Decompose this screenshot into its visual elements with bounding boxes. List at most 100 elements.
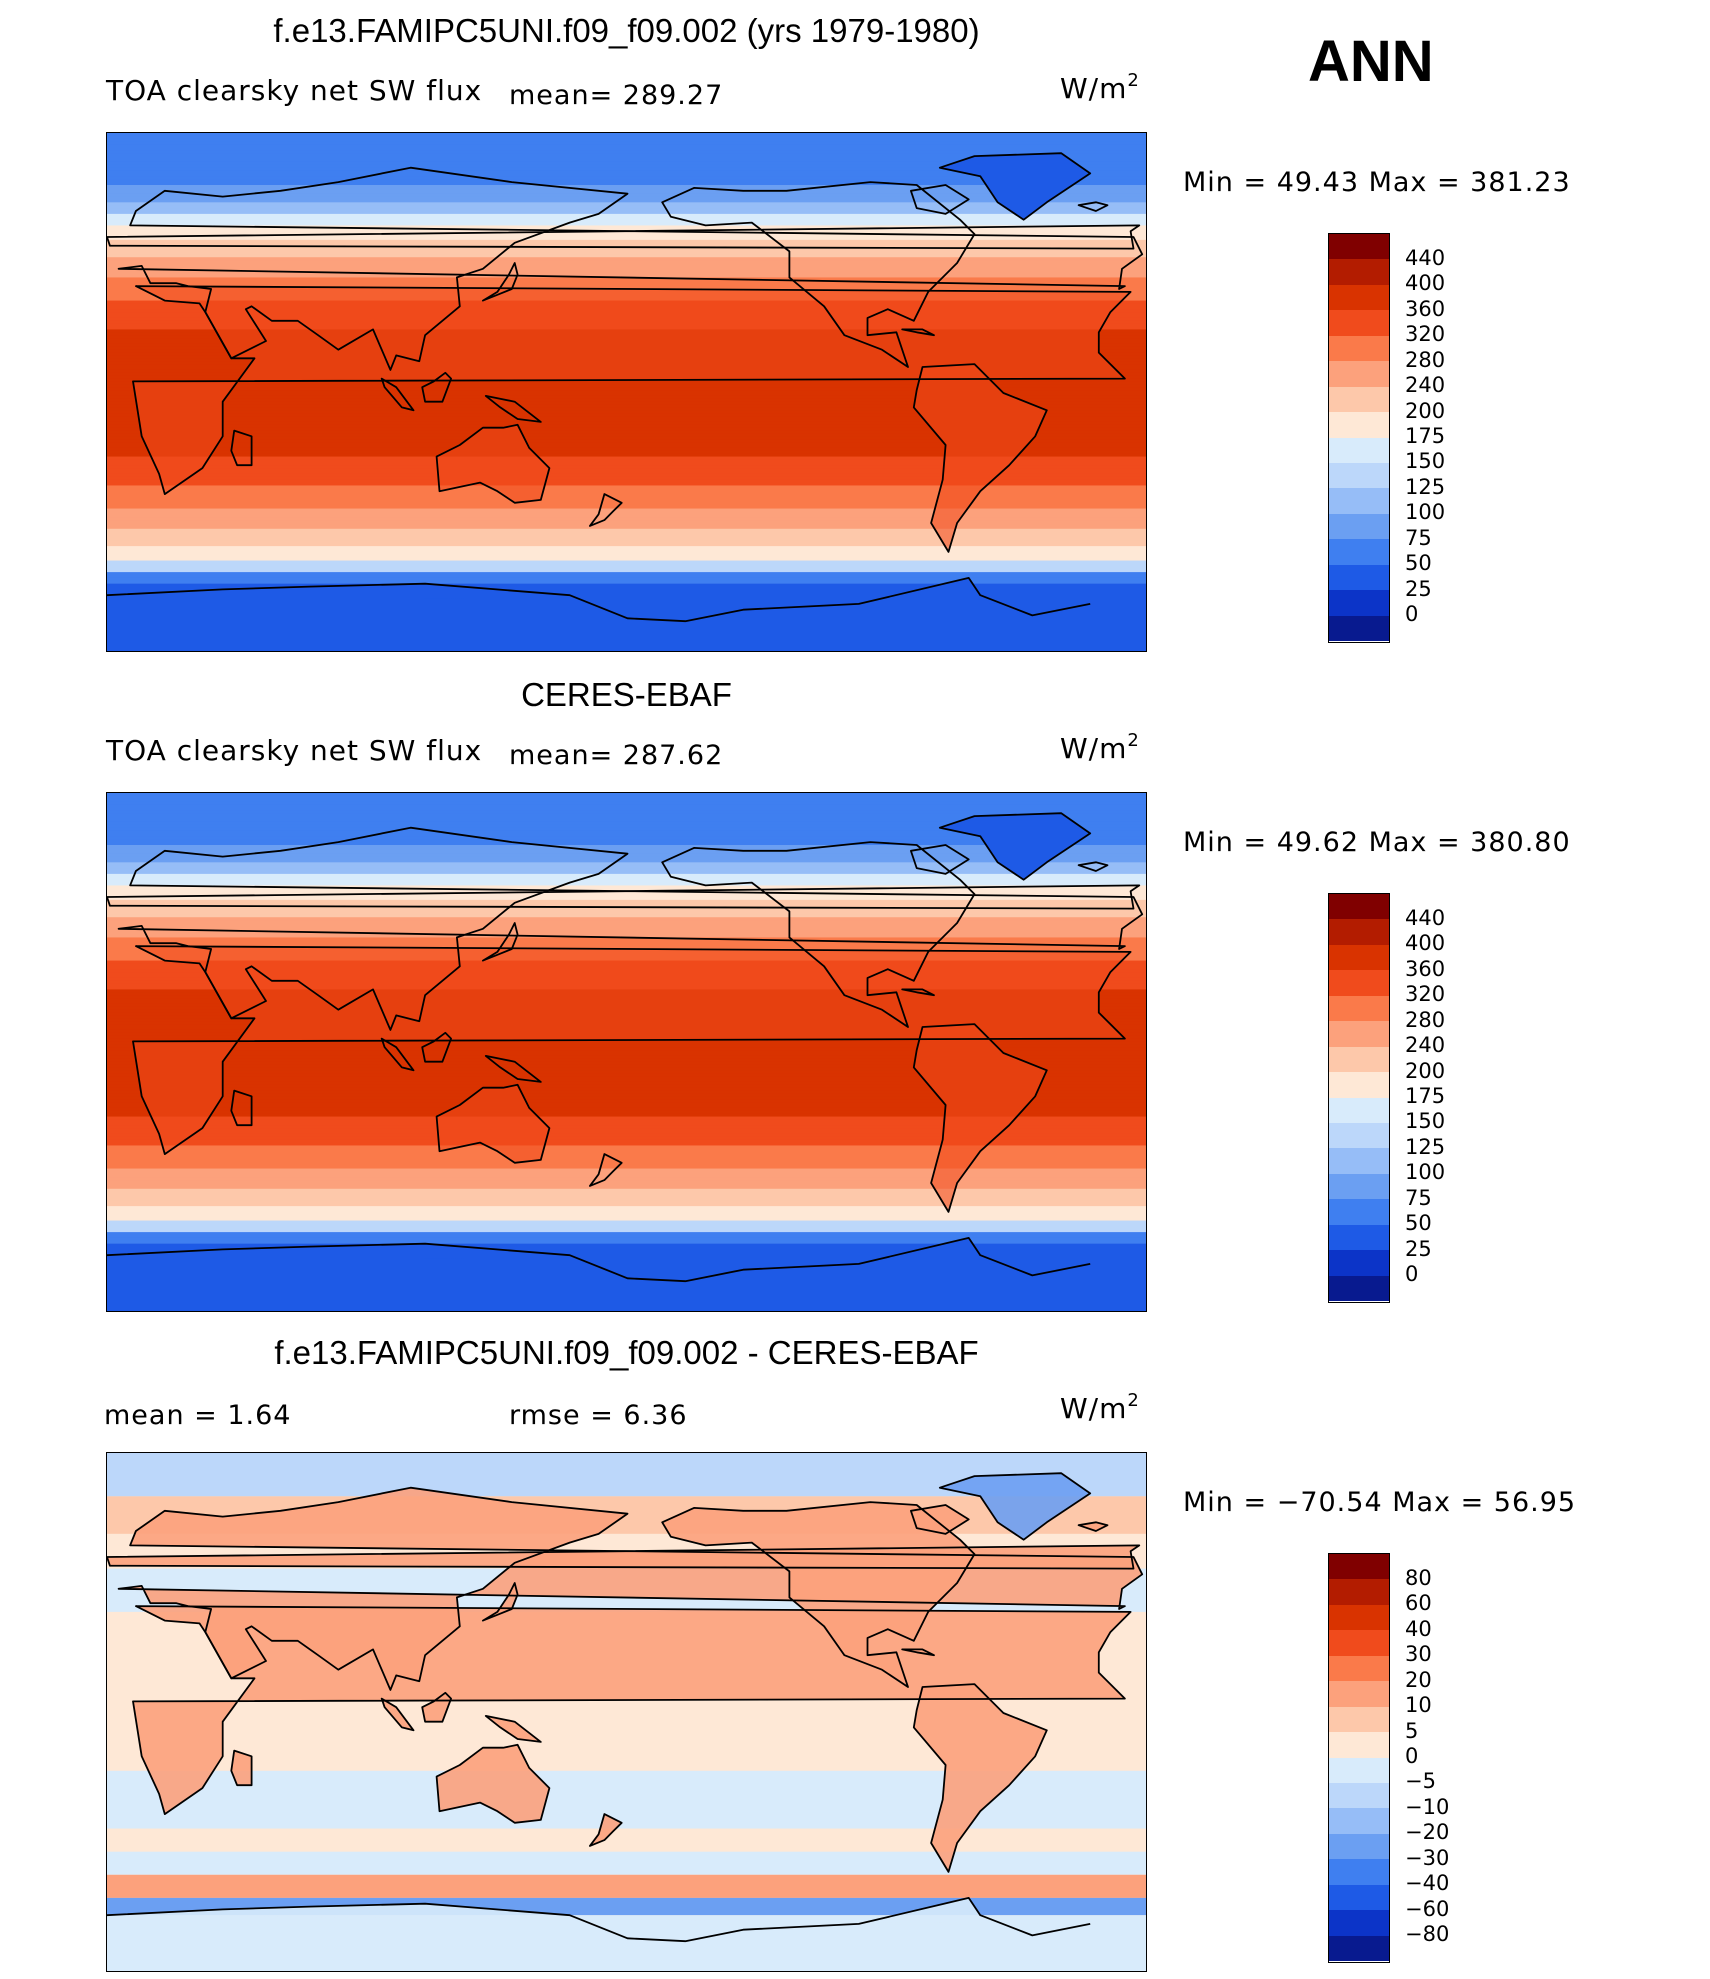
contour-band [107, 1159, 1146, 1164]
contour-band [107, 1044, 1146, 1048]
contour-band [107, 1203, 1146, 1207]
colorbar-swatch [1329, 1681, 1389, 1707]
contour-map [107, 133, 1146, 651]
colorbar-tick-label: 125 [1405, 1134, 1446, 1159]
coastline [482, 1582, 519, 1622]
contour-band [107, 182, 1146, 186]
contour-band [107, 211, 1146, 215]
colorbar-swatch [1329, 894, 1389, 920]
colorbar-tick-label: 175 [1405, 424, 1446, 448]
contour-band [107, 868, 1146, 872]
contour-band [107, 1047, 1146, 1051]
contour-band [107, 1105, 1146, 1109]
contour-band [107, 170, 1146, 175]
colorbar-tick-label: 60 [1405, 1591, 1432, 1616]
panel-title: CERES-EBAF [521, 676, 732, 713]
contour-band [107, 1087, 1146, 1092]
contour-band [107, 1237, 1146, 1242]
contour-band [107, 453, 1146, 458]
coastline [107, 577, 1091, 623]
contour-band [107, 135, 1146, 140]
contour-band [107, 566, 1146, 570]
coastline [901, 1648, 935, 1657]
panel-title: f.e13.FAMIPC5UNI.f09_f09.002 (yrs 1979-1… [273, 12, 980, 49]
colorbar-swatch [1329, 361, 1389, 387]
colorbar-tick-label: −30 [1405, 1845, 1450, 1870]
coastline [107, 1897, 1091, 1943]
contour-band [107, 839, 1146, 843]
land-region [381, 1698, 414, 1731]
colorbar-tick-label: 360 [1405, 956, 1446, 981]
contour-band [107, 1113, 1146, 1118]
contour-map [107, 793, 1146, 1311]
contour-band [107, 228, 1146, 232]
coastline [107, 884, 1141, 910]
colorbar-tick-label: 200 [1405, 1058, 1446, 1083]
coastline [435, 1743, 551, 1824]
contour-band [107, 632, 1146, 637]
contour-band [107, 821, 1146, 826]
contour-band [107, 1174, 1146, 1178]
contour-map [107, 1453, 1146, 1971]
colorbar-tick-label: −20 [1405, 1820, 1450, 1845]
contour-band [107, 404, 1146, 409]
contour-band [107, 847, 1146, 852]
contour-band [107, 551, 1146, 556]
contour-band [107, 807, 1146, 811]
contour-band [107, 934, 1146, 939]
contour-band [107, 793, 1146, 797]
contour-band [107, 1214, 1146, 1219]
contour-band [107, 1177, 1146, 1181]
coastline [107, 224, 1141, 250]
contour-band [107, 798, 1146, 803]
contour-band [107, 572, 1146, 576]
coastline [910, 1504, 970, 1535]
contour-band [107, 242, 1146, 247]
contour-band [107, 1851, 1146, 1875]
colorbar-tick-label: 320 [1405, 982, 1446, 1007]
contour-band [107, 187, 1146, 192]
colorbar-swatch [1329, 437, 1389, 463]
contour-band [107, 387, 1146, 391]
contour-band [107, 161, 1146, 166]
contour-band [107, 419, 1146, 423]
contour-band [107, 179, 1146, 183]
colorbar-tick-label: 440 [1405, 905, 1446, 930]
contour-band [107, 1128, 1146, 1132]
land-region [133, 946, 1131, 1155]
contour-band [107, 479, 1146, 484]
colorbar-swatch [1329, 995, 1389, 1022]
contour-band [107, 1090, 1146, 1095]
colorbar-tick-label: 20 [1405, 1667, 1432, 1692]
contour-band [107, 862, 1146, 866]
contour-band [107, 398, 1146, 403]
colorbar-swatch [1329, 1604, 1389, 1631]
contour-band [107, 254, 1146, 258]
land-region [913, 364, 1047, 552]
contour-band [107, 1084, 1146, 1089]
colorbar-swatch [1329, 1046, 1389, 1073]
panel-title: f.e13.FAMIPC5UNI.f09_f09.002 - CERES-EBA… [274, 1334, 979, 1371]
land-region [939, 1473, 1091, 1540]
contour-band [107, 641, 1146, 645]
contour-band [107, 141, 1146, 146]
contour-band [107, 505, 1146, 510]
contour-band [107, 1064, 1146, 1069]
colorbar-swatch [1329, 1021, 1389, 1047]
land-region [107, 1897, 1091, 1942]
coastline [117, 826, 1144, 1031]
contour-band [107, 173, 1146, 177]
contour-band [107, 940, 1146, 944]
colorbar-swatch [1329, 1655, 1389, 1682]
contour-band [107, 816, 1146, 820]
contour-band [107, 618, 1146, 622]
contour-band [107, 133, 1146, 137]
contour-band [107, 865, 1146, 869]
coastlines [107, 152, 1144, 623]
contour-band [107, 450, 1146, 455]
contour-band [107, 430, 1146, 435]
land-region [589, 1814, 622, 1846]
contour-band [107, 1304, 1146, 1308]
contour-band [107, 153, 1146, 157]
colorbar-swatch [1329, 1148, 1389, 1174]
